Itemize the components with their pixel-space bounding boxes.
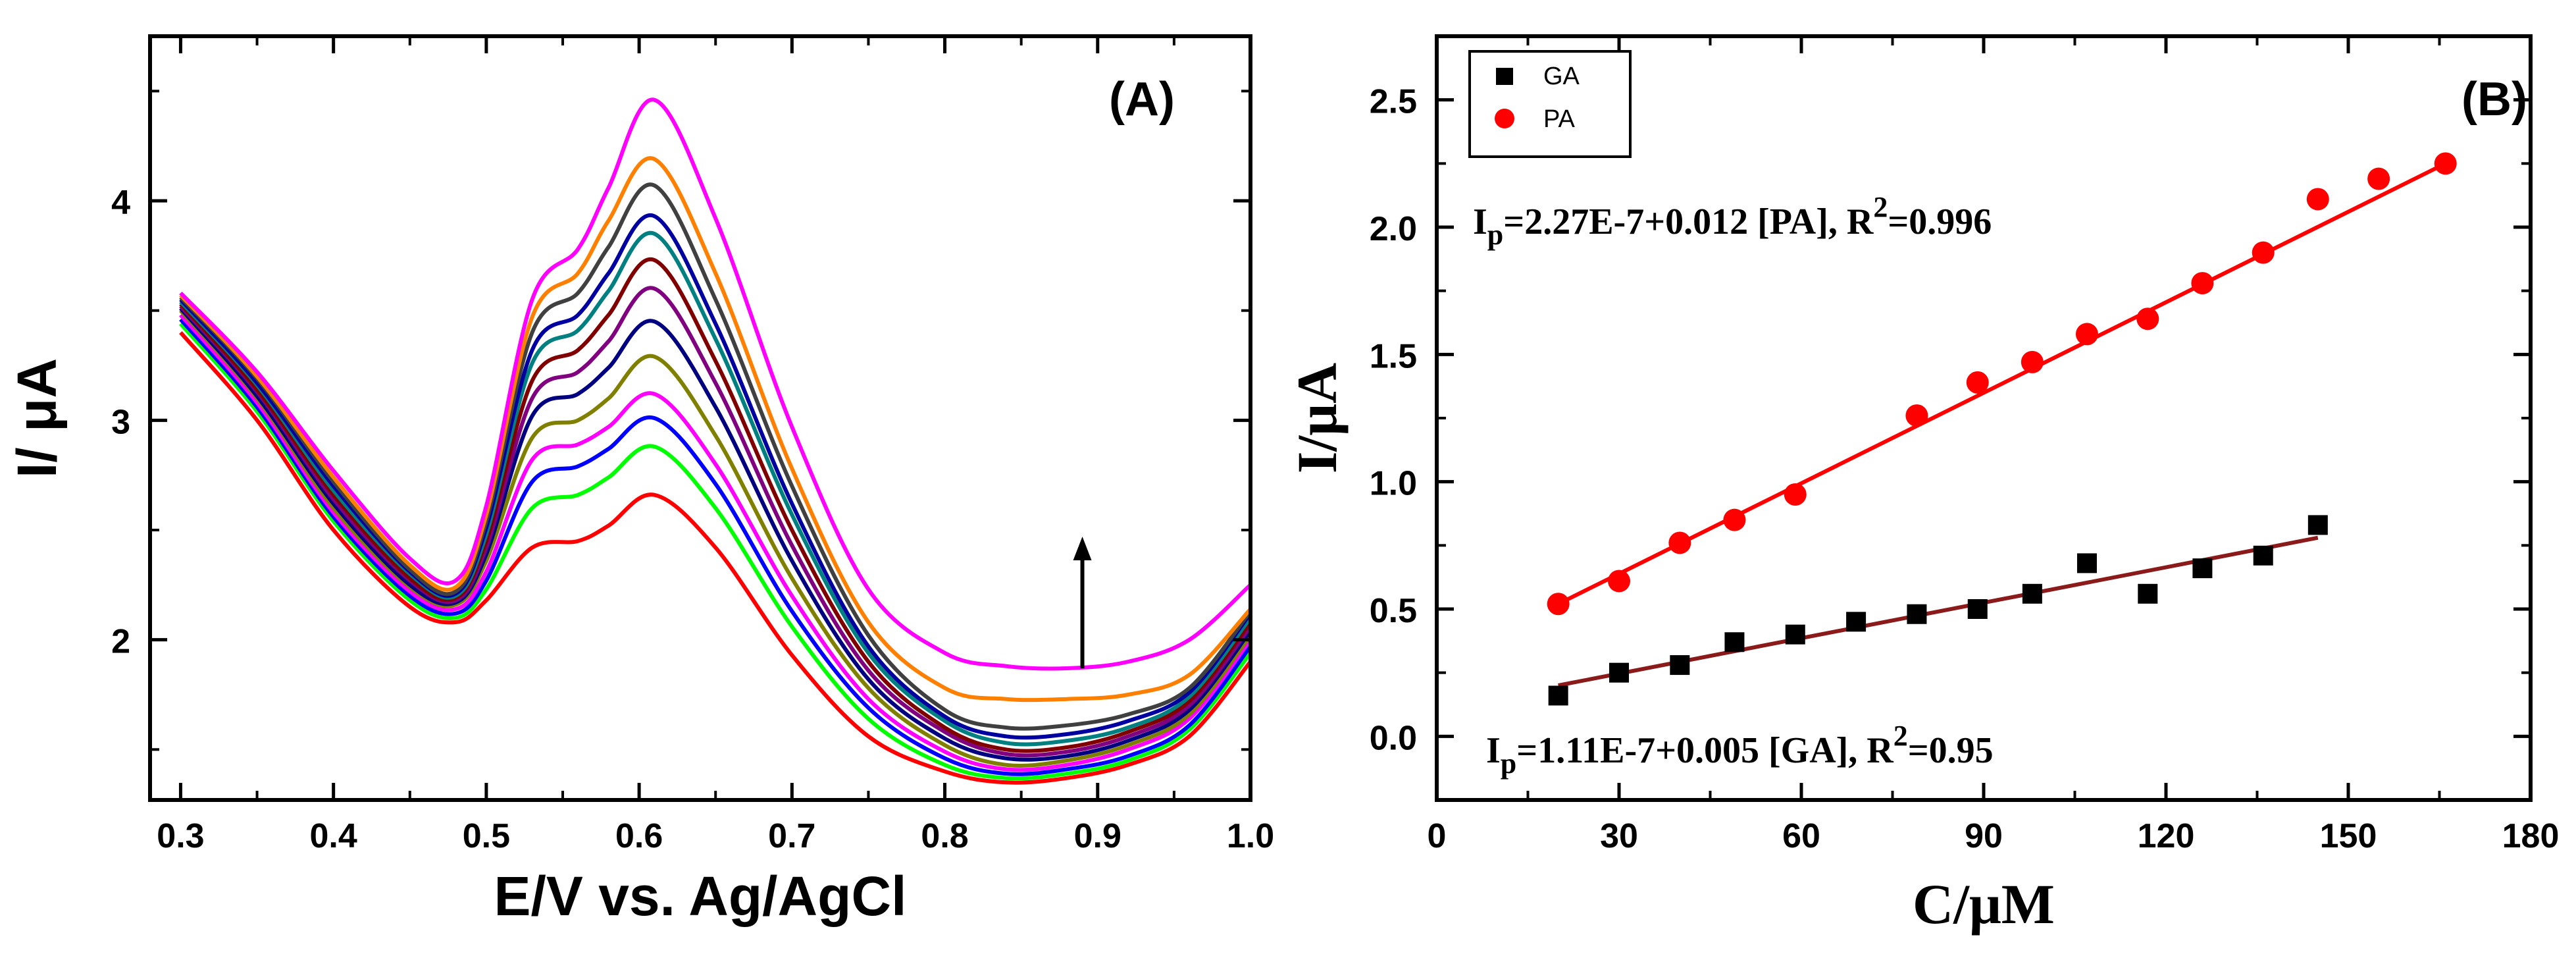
data-point-pa xyxy=(1547,593,1570,616)
data-point-pa xyxy=(2021,350,2044,373)
panel-b-ticks: 0 30 60 90 120 150 180 0.0 0.5 1.0 1.5 2.0 2.5 xyxy=(1370,36,2560,855)
panel-b-x-tick-label: 180 xyxy=(2502,817,2560,855)
data-point-pa xyxy=(1784,483,1807,506)
data-point-pa xyxy=(2434,152,2457,175)
panel-a-ticks: 0.3 0.4 0.5 0.6 0.7 0.8 0.9 1.0 2 3 4 xyxy=(111,36,1274,855)
panel-b-y-tick-label: 1.5 xyxy=(1370,337,1417,375)
panel-b: 0 30 60 90 120 150 180 0.0 0.5 1.0 1.5 2.0 2.5 GA PA… xyxy=(1285,34,2560,936)
ga-fit-equation: Ip=1.11E-7+0.005 [GA], R2=0.95 xyxy=(1486,720,1994,780)
legend-label-pa: PA xyxy=(1543,105,1576,133)
panel-a-voltammogram-11 xyxy=(179,182,1252,731)
data-point-ga xyxy=(1907,604,1927,624)
panel-a-x-tick-label: 0.6 xyxy=(615,817,663,855)
panel-a-x-axis-title: E/V vs. Ag/AgCl xyxy=(494,865,906,927)
legend-marker-ga xyxy=(1496,68,1513,85)
data-point-ga xyxy=(1846,612,1867,632)
panel-a-y-axis-title: I/ μA xyxy=(6,358,68,478)
concentration-arrow-head xyxy=(1073,537,1092,560)
panel-a-x-tick-label: 0.7 xyxy=(768,817,815,855)
panel-a-x-tick-label: 0.8 xyxy=(921,817,968,855)
panel-a-frame xyxy=(148,34,1252,802)
fit-line-pa xyxy=(1557,161,2447,606)
panel-a-y-tick-label: 4 xyxy=(111,184,130,222)
panel-b-x-tick-label: 120 xyxy=(2138,817,2195,855)
data-point-ga xyxy=(2307,515,2328,535)
data-point-ga xyxy=(2192,558,2213,579)
panel-a-curves xyxy=(179,97,1252,785)
panel-a: 0.3 0.4 0.5 0.6 0.7 0.8 0.9 1.0 2 3 4 (A) E/V vs. … xyxy=(6,34,1274,927)
data-point-ga xyxy=(2253,545,2273,566)
panel-b-y-tick-label: 0.0 xyxy=(1370,719,1417,757)
data-point-ga xyxy=(2138,583,2158,604)
data-point-ga xyxy=(1670,655,1690,676)
panel-a-voltammogram-6 xyxy=(179,307,1252,762)
data-point-pa xyxy=(2136,307,2159,331)
panel-a-y-tick-label: 2 xyxy=(111,623,130,661)
panel-a-y-tick-label: 3 xyxy=(111,403,130,441)
panel-a-voltammogram-12 xyxy=(179,156,1252,703)
panel-a-x-tick-label: 0.9 xyxy=(1074,817,1121,855)
panel-b-plot-area xyxy=(1547,152,2457,706)
panel-b-y-axis-title: I/μA xyxy=(1285,363,1349,473)
data-point-pa xyxy=(2306,188,2329,211)
panel-a-x-tick-label: 1.0 xyxy=(1227,817,1274,855)
panel-a-x-tick-label: 0.3 xyxy=(157,817,204,855)
panel-b-y-tick-label: 0.5 xyxy=(1370,592,1417,630)
panel-b-x-tick-label: 150 xyxy=(2320,817,2377,855)
data-point-pa xyxy=(2367,167,2390,190)
data-point-ga xyxy=(1609,662,1629,683)
data-point-ga xyxy=(2076,553,2097,573)
panel-a-label: (A) xyxy=(1109,73,1175,126)
panel-b-x-axis-title: C/μM xyxy=(1913,872,2055,936)
panel-a-voltammogram-1 xyxy=(179,331,1252,785)
panel-b-x-tick-label: 90 xyxy=(1965,817,2003,855)
data-point-ga xyxy=(1967,599,1988,619)
panel-a-voltammogram-13 xyxy=(179,97,1252,671)
data-point-pa xyxy=(2191,272,2214,295)
data-point-ga xyxy=(1785,624,1805,645)
panel-b-y-tick-label: 1.0 xyxy=(1370,465,1417,503)
panel-b-x-tick-label: 0 xyxy=(1428,817,1447,855)
legend-marker-pa xyxy=(1495,109,1514,128)
panel-a-voltammogram-5 xyxy=(179,309,1252,768)
panel-b-label: (B) xyxy=(2461,73,2527,126)
data-point-pa xyxy=(1608,570,1630,593)
data-point-ga xyxy=(1724,632,1745,652)
data-point-pa xyxy=(1723,508,1746,531)
panel-b-x-tick-label: 30 xyxy=(1600,817,1638,855)
panel-b-x-tick-label: 60 xyxy=(1782,817,1820,855)
panel-b-y-tick-label: 2.0 xyxy=(1370,210,1417,248)
panel-a-voltammogram-8 xyxy=(179,257,1252,753)
data-point-pa xyxy=(1668,531,1691,554)
panel-a-x-tick-label: 0.5 xyxy=(463,817,510,855)
data-point-pa xyxy=(2075,323,2098,346)
panel-a-annotation xyxy=(1073,537,1092,668)
data-point-ga xyxy=(2022,583,2042,604)
pa-fit-equation: Ip=2.27E-7+0.012 [PA], R2=0.996 xyxy=(1473,191,1992,251)
panel-a-voltammogram-2 xyxy=(179,322,1252,781)
panel-b-y-tick-label: 2.5 xyxy=(1370,83,1417,121)
data-point-pa xyxy=(2252,241,2275,264)
panel-b-legend: GA PA xyxy=(1468,50,1632,158)
data-point-pa xyxy=(1905,404,1928,427)
panel-a-x-tick-label: 0.4 xyxy=(310,817,357,855)
panel-a-voltammogram-10 xyxy=(179,213,1252,740)
panel-a-voltammogram-4 xyxy=(179,313,1252,772)
legend-label-ga: GA xyxy=(1543,63,1580,90)
panel-a-voltammogram-3 xyxy=(179,318,1252,776)
data-point-pa xyxy=(1966,371,1989,394)
data-point-ga xyxy=(1548,685,1568,706)
